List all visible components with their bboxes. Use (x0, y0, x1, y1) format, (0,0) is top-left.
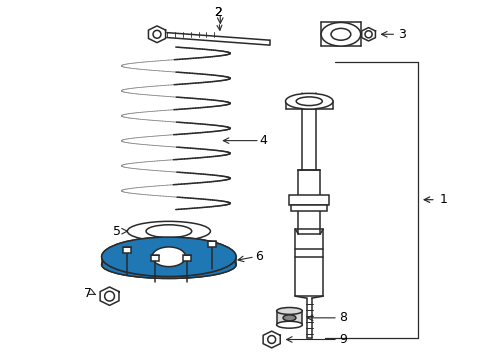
Bar (151, 255, 159, 261)
Ellipse shape (152, 247, 185, 267)
Text: 6: 6 (254, 250, 262, 263)
Text: 1: 1 (439, 193, 447, 206)
Bar (208, 241, 216, 247)
Ellipse shape (146, 225, 191, 238)
Ellipse shape (330, 28, 350, 40)
Ellipse shape (276, 321, 302, 328)
Polygon shape (263, 331, 280, 348)
Bar (291, 204, 326, 211)
Ellipse shape (102, 251, 236, 278)
Bar (123, 247, 131, 253)
Circle shape (153, 30, 161, 38)
Text: 3: 3 (397, 28, 405, 41)
Polygon shape (361, 28, 375, 41)
Ellipse shape (127, 221, 210, 241)
Ellipse shape (102, 237, 236, 276)
Text: 2: 2 (214, 6, 222, 30)
Circle shape (267, 336, 275, 343)
Ellipse shape (102, 251, 236, 278)
Polygon shape (148, 26, 165, 42)
Bar (183, 255, 190, 261)
Bar (289, 195, 328, 204)
Text: 7: 7 (83, 287, 92, 300)
Circle shape (104, 291, 114, 301)
Text: 2: 2 (214, 6, 222, 19)
Ellipse shape (321, 22, 360, 46)
Ellipse shape (285, 93, 332, 109)
Text: 4: 4 (259, 134, 267, 147)
Ellipse shape (296, 97, 322, 105)
Ellipse shape (276, 307, 302, 314)
Bar (276, 311, 302, 325)
Text: 8: 8 (338, 311, 346, 324)
Ellipse shape (283, 315, 295, 321)
Polygon shape (100, 287, 119, 305)
Ellipse shape (102, 237, 236, 276)
Circle shape (364, 31, 371, 38)
Text: 9: 9 (338, 333, 346, 346)
Text: 5: 5 (113, 225, 121, 238)
